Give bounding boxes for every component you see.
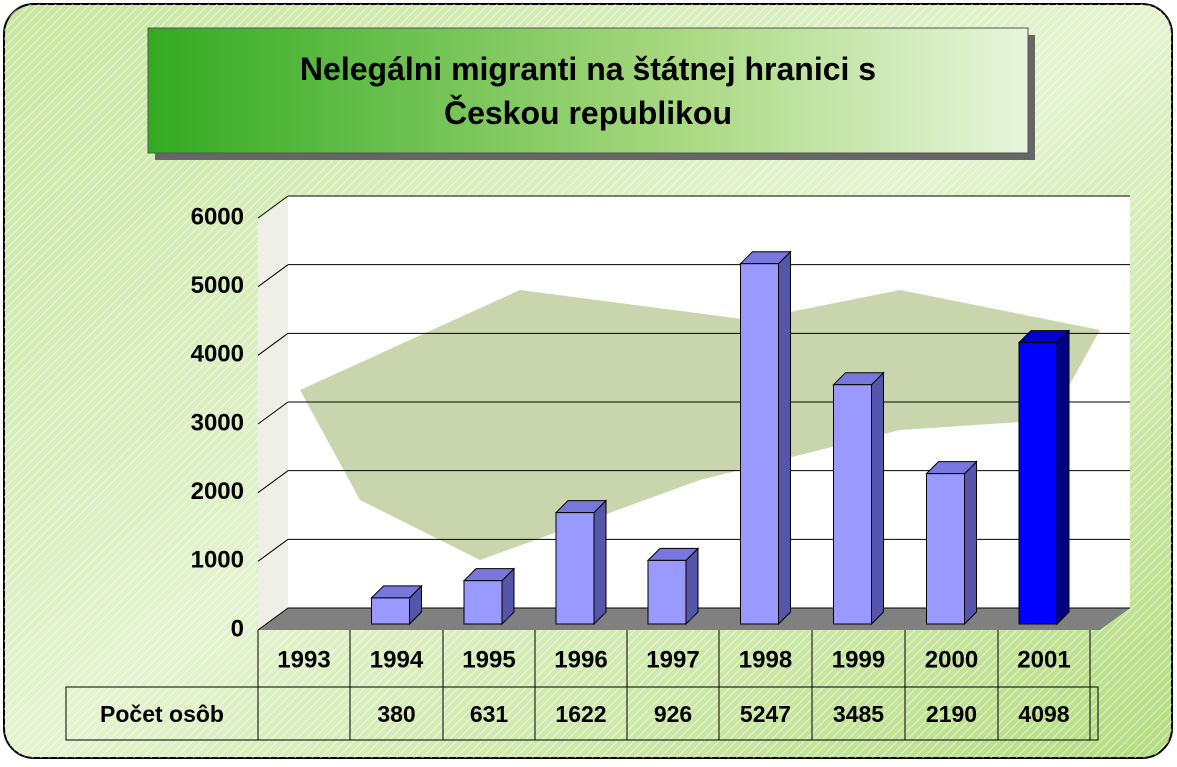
x-tick-label: 1995	[462, 646, 515, 673]
y-tick-label: 2000	[191, 478, 244, 505]
y-tick-label: 3000	[191, 409, 244, 436]
table-value: 926	[654, 701, 692, 727]
x-tick-label: 1998	[739, 646, 792, 673]
table-value: 380	[377, 701, 415, 727]
bar-side	[965, 462, 977, 624]
bar-side	[594, 501, 606, 624]
y-tick-label: 6000	[191, 203, 244, 230]
bar	[834, 385, 872, 624]
y-tick-label: 5000	[191, 272, 244, 299]
table-value: 2190	[926, 701, 977, 727]
bar	[464, 581, 502, 624]
table-value: 5247	[740, 701, 791, 727]
bar	[741, 264, 779, 624]
bar	[1019, 343, 1057, 624]
x-tick-label: 1996	[554, 646, 607, 673]
legend-label: Počet osôb	[100, 701, 224, 727]
x-tick-label: 2001	[1017, 646, 1070, 673]
title-box	[148, 28, 1028, 153]
bar	[927, 474, 965, 624]
x-tick-label: 1994	[370, 646, 424, 673]
bar-side	[1057, 331, 1069, 624]
x-tick-label: 1997	[646, 646, 699, 673]
bar-side	[686, 548, 698, 624]
x-tick-label: 1999	[832, 646, 885, 673]
table-value: 4098	[1018, 701, 1069, 727]
bar	[556, 513, 594, 624]
y-tick-label: 1000	[191, 547, 244, 574]
bar-side	[872, 373, 884, 624]
x-tick-label: 2000	[925, 646, 978, 673]
x-tick-label: 1993	[277, 646, 330, 673]
table-value: 3485	[833, 701, 884, 727]
y-tick-label: 4000	[191, 341, 244, 368]
bar	[648, 560, 686, 624]
table-value: 631	[470, 701, 509, 727]
bar	[372, 598, 410, 624]
table-value: 1622	[555, 701, 606, 727]
y-tick-label: 0	[231, 615, 244, 642]
bar-side	[779, 252, 791, 624]
chart: Nelegálni migranti na štátnej hranici sČ…	[0, 0, 1177, 762]
